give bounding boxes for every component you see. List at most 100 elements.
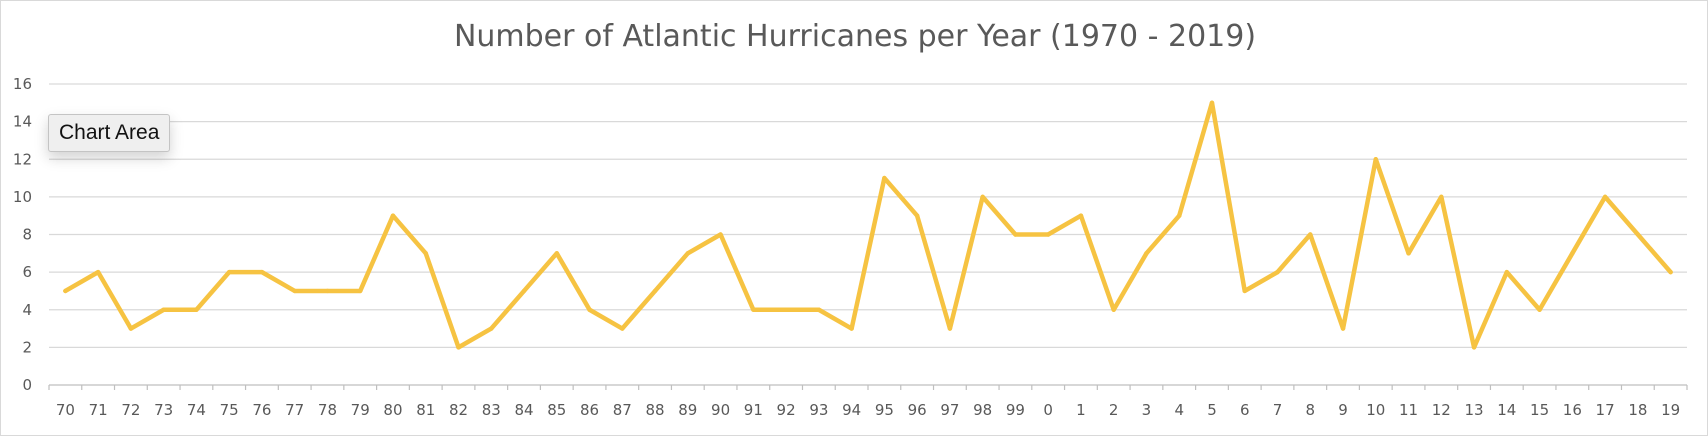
- data-point[interactable]: [63, 288, 68, 294]
- x-tick-label: 95: [875, 401, 894, 419]
- x-tick-label: 0: [1043, 401, 1053, 419]
- x-tick-label: 6: [1240, 401, 1250, 419]
- data-point[interactable]: [358, 288, 363, 294]
- y-tick-label: 6: [22, 263, 32, 281]
- data-point[interactable]: [751, 307, 756, 312]
- x-tick-label: 13: [1465, 401, 1484, 419]
- y-tick-label: 4: [22, 301, 32, 319]
- x-tick-label: 76: [252, 401, 271, 419]
- data-point[interactable]: [1242, 288, 1247, 294]
- x-tick-label: 14: [1497, 401, 1516, 419]
- data-point[interactable]: [947, 326, 953, 331]
- x-tick-label: 77: [285, 401, 304, 419]
- y-axis-tick-labels: 0 2 4 6 8 10 12 14 16: [13, 75, 32, 394]
- data-point[interactable]: [1078, 213, 1084, 218]
- y-tick-label: 8: [22, 226, 32, 244]
- data-point[interactable]: [1602, 194, 1608, 200]
- data-point[interactable]: [1504, 269, 1510, 275]
- data-point[interactable]: [292, 288, 297, 294]
- x-tick-label: 82: [449, 401, 468, 419]
- data-point[interactable]: [980, 194, 985, 200]
- data-point[interactable]: [816, 307, 822, 312]
- x-tick-label: 17: [1596, 401, 1615, 419]
- data-point[interactable]: [652, 288, 658, 294]
- y-tick-label: 14: [13, 113, 32, 131]
- data-point[interactable]: [783, 307, 789, 312]
- chart-title: Number of Atlantic Hurricanes per Year (…: [453, 19, 1257, 54]
- data-point[interactable]: [1013, 232, 1018, 237]
- x-tick-label: 87: [613, 401, 632, 419]
- data-point[interactable]: [1439, 194, 1444, 200]
- data-point[interactable]: [128, 326, 134, 331]
- data-point[interactable]: [1406, 251, 1411, 256]
- data-point[interactable]: [685, 251, 691, 256]
- data-point[interactable]: [914, 213, 920, 218]
- data-point[interactable]: [1209, 100, 1215, 106]
- x-tick-label: 4: [1174, 401, 1184, 419]
- data-point[interactable]: [1308, 232, 1313, 237]
- x-tick-label: 94: [842, 401, 861, 419]
- x-tick-label: 90: [711, 401, 730, 419]
- x-tick-label: 93: [809, 401, 828, 419]
- data-point[interactable]: [1144, 251, 1149, 256]
- data-point[interactable]: [882, 175, 887, 181]
- data-point[interactable]: [226, 269, 232, 275]
- x-tick-label: 99: [1006, 401, 1025, 419]
- x-tick-label: 89: [678, 401, 697, 419]
- y-tick-label: 2: [22, 338, 32, 356]
- x-tick-label: 7: [1273, 401, 1283, 419]
- x-tick-label: 11: [1399, 401, 1418, 419]
- x-axis-tick-labels: 70 71 72 73 74 75 76 77 78 79 80 81 82 83 84 85 86 87 88 89…: [56, 401, 1680, 419]
- data-point[interactable]: [325, 288, 330, 294]
- data-point[interactable]: [489, 326, 494, 331]
- data-point[interactable]: [1570, 251, 1575, 256]
- x-tick-label: 16: [1563, 401, 1582, 419]
- data-point[interactable]: [1045, 232, 1051, 237]
- data-point[interactable]: [95, 269, 101, 275]
- data-point[interactable]: [587, 307, 592, 312]
- gridlines: [48, 83, 1688, 390]
- x-tick-label: 71: [89, 401, 108, 419]
- x-tick-label: 15: [1530, 401, 1549, 419]
- data-point[interactable]: [849, 326, 854, 331]
- data-point[interactable]: [456, 345, 461, 350]
- data-point[interactable]: [194, 307, 199, 312]
- x-tick-label: 18: [1628, 401, 1647, 419]
- x-tick-label: 9: [1338, 401, 1348, 419]
- data-point[interactable]: [521, 288, 527, 294]
- x-tick-label: 88: [646, 401, 665, 419]
- data-point[interactable]: [423, 251, 428, 256]
- data-point[interactable]: [620, 326, 625, 331]
- y-tick-label: 10: [13, 188, 32, 206]
- x-tick-label: 73: [154, 401, 173, 419]
- data-point[interactable]: [259, 269, 265, 275]
- data-point[interactable]: [1340, 326, 1346, 331]
- data-point[interactable]: [161, 307, 166, 312]
- data-point[interactable]: [718, 232, 723, 237]
- x-tick-label: 1: [1076, 401, 1086, 419]
- data-point[interactable]: [1537, 307, 1542, 312]
- data-point[interactable]: [390, 213, 396, 218]
- x-tick-label: 85: [547, 401, 566, 419]
- data-point[interactable]: [1635, 232, 1641, 237]
- x-tick-label: 12: [1432, 401, 1451, 419]
- data-point[interactable]: [1275, 269, 1280, 275]
- data-point[interactable]: [554, 251, 559, 256]
- data-point[interactable]: [1471, 345, 1477, 350]
- data-point[interactable]: [1373, 157, 1378, 162]
- x-tick-label: 86: [580, 401, 599, 419]
- series-line[interactable]: [63, 100, 1673, 350]
- data-point[interactable]: [1111, 307, 1116, 312]
- x-tick-label: 19: [1661, 401, 1680, 419]
- x-tick-label: 80: [383, 401, 402, 419]
- x-tick-label: 83: [482, 401, 501, 419]
- y-tick-label: 0: [22, 376, 32, 394]
- x-tick-label: 10: [1366, 401, 1385, 419]
- x-tick-label: 79: [351, 401, 370, 419]
- x-tick-label: 3: [1142, 401, 1152, 419]
- x-tick-label: 8: [1305, 401, 1315, 419]
- x-tick-label: 75: [220, 401, 239, 419]
- data-point[interactable]: [1668, 269, 1673, 275]
- data-point[interactable]: [1177, 213, 1182, 218]
